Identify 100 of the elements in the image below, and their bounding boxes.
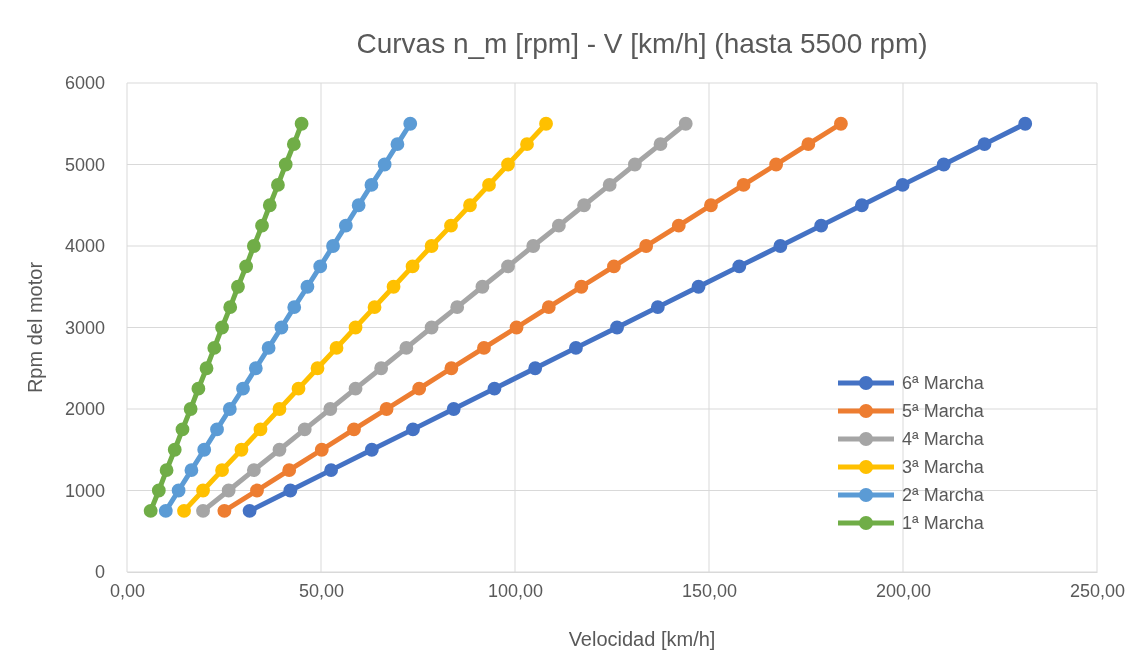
- point: [704, 198, 718, 213]
- point: [412, 381, 427, 396]
- point: [313, 259, 328, 274]
- point: [424, 320, 439, 335]
- point: [936, 157, 951, 172]
- point: [501, 259, 515, 274]
- point: [300, 279, 315, 294]
- point: [143, 503, 158, 518]
- point: [602, 177, 617, 192]
- legend-label: 2ª Marcha: [902, 485, 985, 505]
- point: [541, 300, 556, 315]
- point: [287, 300, 302, 315]
- point: [177, 503, 191, 518]
- point: [191, 381, 206, 396]
- point: [610, 320, 624, 335]
- point: [291, 381, 306, 396]
- point: [671, 218, 686, 233]
- point: [274, 320, 289, 335]
- point: [528, 361, 543, 376]
- point: [379, 402, 394, 416]
- point: [294, 116, 309, 131]
- point: [475, 279, 490, 294]
- point: [348, 320, 363, 335]
- point: [736, 177, 751, 192]
- point: [215, 463, 229, 478]
- legend-label: 1ª Marcha: [902, 513, 985, 533]
- chart-title: Curvas n_m [rpm] - V [km/h] (hasta 5500 rpm): [356, 28, 928, 59]
- point: [234, 442, 249, 457]
- point: [364, 442, 379, 457]
- point: [834, 116, 848, 131]
- point: [463, 198, 477, 213]
- y-tick-label: 4000: [64, 236, 105, 257]
- point: [223, 300, 238, 315]
- point: [551, 218, 566, 233]
- x-tick-label: 150,00: [681, 580, 738, 601]
- point: [283, 483, 298, 498]
- point: [271, 177, 285, 192]
- point: [364, 177, 379, 192]
- point: [405, 259, 420, 274]
- point: [569, 340, 583, 355]
- x-tick-label: 100,00: [487, 580, 544, 601]
- x-tick-label: 50,00: [298, 580, 345, 601]
- legend-label: 4ª Marcha: [902, 429, 985, 449]
- point: [403, 116, 418, 131]
- point: [1018, 116, 1033, 131]
- y-tick-label: 5000: [64, 154, 105, 175]
- point: [314, 442, 329, 457]
- point: [210, 422, 224, 437]
- point: [801, 137, 816, 152]
- point: [577, 198, 591, 213]
- point: [255, 218, 269, 233]
- point: [482, 177, 496, 192]
- legend-label: 6ª Marcha: [902, 373, 985, 393]
- point: [158, 503, 173, 518]
- point: [231, 279, 245, 294]
- point: [217, 503, 232, 518]
- point: [222, 402, 237, 416]
- point: [175, 422, 190, 437]
- x-tick-label: 200,00: [875, 580, 932, 601]
- x-tick-label: 0,00: [109, 580, 146, 601]
- point: [171, 483, 186, 498]
- y-axis-title: Rpm del motor: [24, 261, 46, 394]
- point: [773, 239, 788, 253]
- point: [246, 239, 261, 253]
- point: [338, 218, 353, 233]
- point: [184, 463, 199, 478]
- point: [151, 483, 166, 498]
- point: [607, 259, 621, 274]
- y-tick-label: 2000: [64, 399, 105, 420]
- point: [215, 320, 229, 335]
- point: [310, 361, 325, 376]
- point: [386, 279, 401, 294]
- point: [236, 381, 250, 396]
- point: [282, 463, 297, 478]
- point: [895, 177, 910, 192]
- point: [653, 137, 668, 152]
- point: [446, 402, 461, 416]
- point: [199, 361, 214, 376]
- point: [732, 259, 747, 274]
- point: [246, 463, 261, 478]
- x-tick-label: 250,00: [1069, 580, 1126, 601]
- point: [167, 442, 182, 457]
- point: [272, 442, 287, 457]
- point: [239, 259, 254, 274]
- point: [250, 483, 264, 498]
- point: [324, 463, 338, 478]
- point: [501, 157, 515, 172]
- point: [390, 137, 405, 152]
- point: [374, 361, 389, 376]
- point: [248, 361, 263, 376]
- point: [444, 361, 459, 376]
- point: [351, 198, 366, 213]
- point: [207, 340, 222, 355]
- point: [977, 137, 992, 152]
- point: [262, 198, 277, 213]
- point: [520, 137, 534, 152]
- point: [377, 157, 392, 172]
- point: [509, 320, 524, 335]
- point: [450, 300, 465, 315]
- point: [348, 381, 363, 396]
